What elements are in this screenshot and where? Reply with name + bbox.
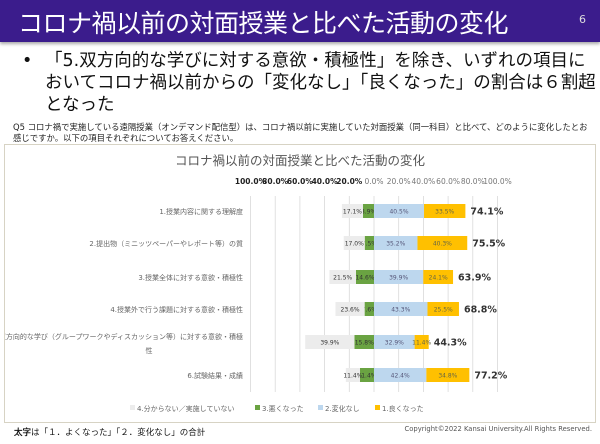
copyright: Copyright©2022 Kansai University.All Rig… [404, 425, 593, 433]
data-label: 7.6% [362, 307, 378, 314]
legend-label: 3.悪くなった [262, 405, 304, 413]
category-label-cont: 性 [146, 346, 153, 355]
data-label: 39.9% [389, 275, 408, 282]
total-label: 74.1% [470, 207, 503, 218]
bar-segment [363, 204, 374, 218]
chart-title: コロナ禍以前の対面授業と比べた活動の変化 [175, 153, 426, 168]
data-label: 39.9% [320, 340, 339, 347]
data-label: 40.3% [433, 241, 452, 248]
total-label: 75.5% [472, 239, 505, 250]
footnote-text: は「１．よくなった」「２．変化なし」の合計 [31, 428, 206, 438]
category-label: 4.授業外で行う課題に対する意欲・積極性 [110, 305, 243, 314]
tick-label: 60.0% [287, 177, 314, 186]
legend-label: 2.変化なし [325, 404, 360, 413]
data-label: 23.6% [341, 307, 360, 314]
tick-label: 20.0% [336, 177, 363, 186]
bar-segment [354, 335, 374, 349]
data-label: 7.5% [362, 241, 378, 248]
data-label: 40.5% [389, 209, 408, 216]
legend-swatch [375, 405, 380, 410]
bullet-text: 「5.双方向的な学びに対する意欲・積極性」を除き、いずれの項目においてコロナ禍以… [45, 51, 596, 115]
bar-segment [424, 204, 466, 218]
category-label: 1.授業内容に関する理解度 [159, 207, 243, 216]
data-label: 33.5% [435, 209, 454, 216]
tick-label: 100.0% [483, 177, 512, 186]
data-label: 34.8% [438, 373, 457, 380]
slide-title: コロナ禍以前の対面授業と比べた活動の変化 [18, 9, 509, 38]
chart: コロナ禍以前の対面授業と比べた活動の変化100.0%80.0%60.0%40.0… [5, 153, 512, 413]
footnote: 太字は「１．よくなった」「２．変化なし」の合計 [14, 426, 205, 438]
tick-label: 20.0% [387, 177, 411, 186]
page-number: 6 [579, 13, 586, 26]
bar-segment [305, 335, 355, 349]
data-label: 11.4% [343, 373, 362, 380]
bar-segment [345, 368, 360, 382]
data-label: 25.5% [434, 307, 453, 314]
data-label: 17.1% [343, 209, 362, 216]
bar-segment [355, 270, 374, 284]
tick-label: 40.0% [411, 177, 435, 186]
legend-swatch [130, 405, 135, 410]
bar-segment [374, 270, 424, 284]
bar-segment [374, 335, 415, 349]
tick-label: 60.0% [436, 177, 460, 186]
bar-segment [359, 368, 374, 382]
data-label: 35.2% [386, 241, 405, 248]
slide-header: コロナ禍以前の対面授業と比べた活動の変化 6 [0, 0, 600, 42]
bar-segment [374, 368, 427, 382]
total-label: 63.9% [458, 273, 491, 284]
bar-segment [374, 236, 418, 250]
bar-segment [414, 335, 429, 349]
tick-label: 80.0% [461, 177, 485, 186]
data-label: 17.0% [345, 241, 364, 248]
bar-segment [374, 204, 425, 218]
bar-segment [423, 270, 454, 284]
total-label: 77.2% [474, 371, 507, 382]
data-label: 8.9% [361, 209, 377, 216]
bar-segment [374, 302, 428, 316]
bar-segment [417, 236, 468, 250]
total-label: 68.8% [464, 305, 497, 316]
bar-segment [343, 236, 365, 250]
data-label: 11.4% [412, 340, 431, 347]
data-label: 14.6% [355, 275, 374, 282]
bar-segment [364, 236, 374, 250]
legend-label: 1.良くなった [382, 404, 424, 413]
tick-label: 0.0% [364, 177, 383, 186]
question-text: Q5 コロナ禍で実施している遠隔授業（オンデマンド配信型）は、コロナ禍以前に実施… [13, 122, 588, 143]
footnote-bold: 太字 [14, 428, 32, 438]
legend-swatch [318, 405, 323, 410]
bar-segment [341, 204, 364, 218]
legend-label: 4.分からない／実施していない [137, 404, 234, 413]
tick-label: 100.0% [235, 177, 267, 186]
tick-label: 40.0% [312, 177, 339, 186]
bar-segment [364, 302, 374, 316]
category-label: 6.試験結果・成績 [187, 371, 243, 380]
bullet-icon: • [22, 51, 33, 71]
bar-segment [329, 270, 356, 284]
tick-label: 80.0% [262, 177, 289, 186]
bar-segment [426, 368, 470, 382]
data-label: 24.1% [429, 275, 448, 282]
category-label: 3.授業全体に対する意欲・積極性 [138, 273, 243, 282]
data-label: 42.4% [391, 373, 410, 380]
category-label: 5.双方向的な学び（グループワークやディスカッション等）に対する意欲・積極 [5, 332, 243, 341]
data-label: 11.4% [357, 373, 376, 380]
data-label: 32.9% [385, 340, 404, 347]
category-label: 2.提出物（ミニッツペーパーやレポート等）の質 [89, 239, 243, 248]
legend-swatch [255, 405, 260, 410]
bar-segment [335, 302, 365, 316]
chart-frame: コロナ禍以前の対面授業と比べた活動の変化 100.0% 80.0% 60.0% 40.0… [4, 144, 596, 423]
total-label: 44.3% [434, 338, 467, 349]
data-label: 43.3% [391, 307, 410, 314]
data-label: 15.8% [355, 340, 374, 347]
data-label: 21.5% [333, 275, 352, 282]
bar-segment [427, 302, 459, 316]
